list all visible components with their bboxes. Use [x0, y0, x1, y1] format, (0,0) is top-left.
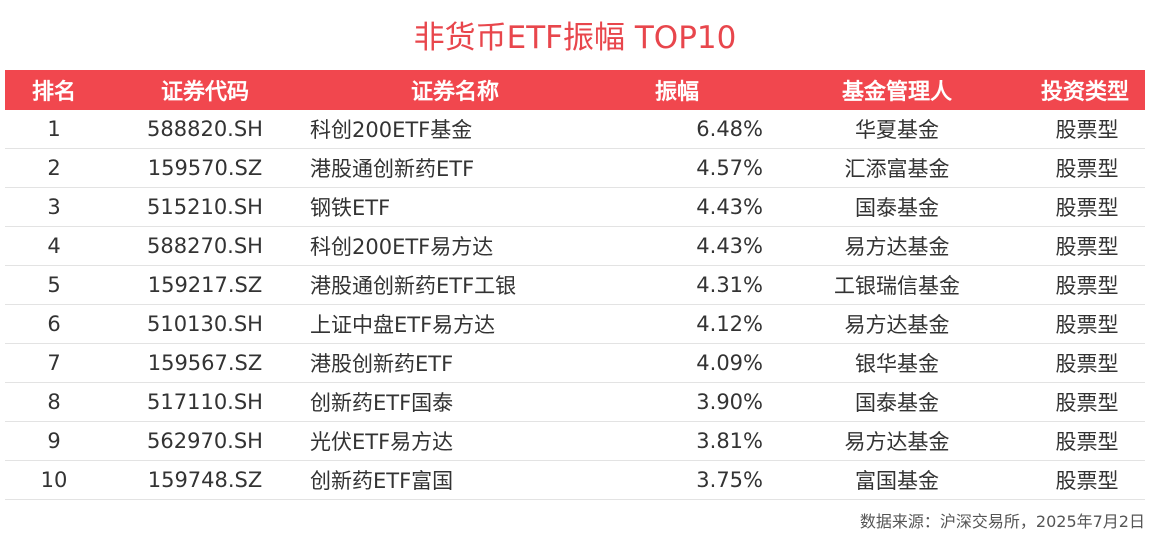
amplitude-cell: 4.09% [696, 351, 763, 375]
fund-name-cell: 创新药ETF国泰 [310, 391, 454, 415]
amplitude-cell: 6.48% [696, 117, 763, 141]
table: 排名 证券代码 证券名称 振幅 基金管理人 投资类型 1 588820.SH 科创200ETF基… [5, 70, 1145, 500]
code-cell: 510130.SH [147, 312, 263, 336]
manager-cell: 工银瑞信基金 [834, 274, 960, 298]
source-note: 数据来源：沪深交易所，2025年7月2日 [859, 512, 1145, 531]
rank-cell: 7 [47, 351, 61, 375]
type-cell: 股票型 [1055, 313, 1119, 337]
type-cell: 股票型 [1055, 352, 1119, 376]
code-cell: 562970.SH [147, 429, 263, 453]
fund-name-cell: 港股通创新药ETF工银 [310, 274, 517, 298]
table-row: 2 159570.SZ 港股通创新药ETF 4.57% 汇添富基金 股票型 [5, 149, 1145, 188]
amplitude-cell: 4.57% [696, 156, 763, 180]
amplitude-cell: 4.43% [696, 195, 763, 219]
code-cell: 159570.SZ [147, 156, 263, 180]
manager-cell: 华夏基金 [855, 118, 939, 142]
type-cell: 股票型 [1055, 235, 1119, 259]
header-cell: 振幅 [655, 80, 700, 105]
rank-cell: 1 [47, 117, 61, 141]
rank-cell: 4 [47, 234, 61, 258]
code-cell: 588270.SH [147, 234, 263, 258]
amplitude-cell: 3.81% [696, 429, 763, 453]
fund-name-cell: 钢铁ETF [310, 196, 391, 220]
table-row: 4 588270.SH 科创200ETF易方达 4.43% 易方达基金 股票型 [5, 227, 1145, 266]
code-cell: 515210.SH [147, 195, 263, 219]
rank-cell: 10 [40, 468, 68, 492]
fund-name-cell: 科创200ETF易方达 [310, 235, 494, 259]
code-cell: 517110.SH [147, 390, 263, 414]
code-cell: 159567.SZ [147, 351, 263, 375]
fund-name-cell: 上证中盘ETF易方达 [310, 313, 496, 337]
header-row: 排名 证券代码 证券名称 振幅 基金管理人 投资类型 [5, 70, 1145, 110]
type-cell: 股票型 [1055, 430, 1119, 454]
table-row: 6 510130.SH 上证中盘ETF易方达 4.12% 易方达基金 股票型 [5, 305, 1145, 344]
table-row: 5 159217.SZ 港股通创新药ETF工银 4.31% 工银瑞信基金 股票型 [5, 266, 1145, 305]
header-cell: 证券代码 [160, 80, 249, 105]
amplitude-cell: 4.31% [696, 273, 763, 297]
table-row: 9 562970.SH 光伏ETF易方达 3.81% 易方达基金 股票型 [5, 422, 1145, 461]
header-cell: 排名 [31, 80, 76, 105]
table-row: 7 159567.SZ 港股创新药ETF 4.09% 银华基金 股票型 [5, 344, 1145, 383]
fund-name-cell: 港股创新药ETF [310, 352, 454, 376]
rank-cell: 2 [47, 156, 61, 180]
manager-cell: 汇添富基金 [844, 157, 950, 181]
manager-cell: 银华基金 [855, 352, 939, 376]
header-cell: 投资类型 [1040, 80, 1129, 105]
type-cell: 股票型 [1055, 157, 1119, 181]
amplitude-cell: 3.75% [696, 468, 763, 492]
fund-name-cell: 光伏ETF易方达 [310, 430, 454, 454]
rank-cell: 3 [47, 195, 61, 219]
table-row: 1 588820.SH 科创200ETF基金 6.48% 华夏基金 股票型 [5, 110, 1145, 149]
manager-cell: 易方达基金 [844, 313, 950, 337]
table-row: 3 515210.SH 钢铁ETF 4.43% 国泰基金 股票型 [5, 188, 1145, 227]
manager-cell: 易方达基金 [844, 430, 950, 454]
manager-cell: 国泰基金 [855, 391, 939, 415]
title: 非货币ETF振幅 TOP10 [413, 20, 737, 56]
fund-name-cell: 港股通创新药ETF [310, 157, 475, 181]
table-row: 10 159748.SZ 创新药ETF富国 3.75% 富国基金 股票型 [5, 461, 1145, 500]
table-row: 8 517110.SH 创新药ETF国泰 3.90% 国泰基金 股票型 [5, 383, 1145, 422]
manager-cell: 易方达基金 [844, 235, 950, 259]
code-cell: 159748.SZ [147, 468, 263, 492]
manager-cell: 国泰基金 [855, 196, 939, 220]
header-cell: 证券名称 [410, 80, 499, 105]
header-cell: 基金管理人 [841, 80, 952, 105]
type-cell: 股票型 [1055, 118, 1119, 142]
fund-name-cell: 科创200ETF基金 [310, 118, 473, 142]
amplitude-cell: 4.43% [696, 234, 763, 258]
rank-cell: 6 [47, 312, 61, 336]
code-cell: 159217.SZ [147, 273, 263, 297]
type-cell: 股票型 [1055, 391, 1119, 415]
rank-cell: 8 [47, 390, 61, 414]
amplitude-cell: 4.12% [696, 312, 763, 336]
fund-name-cell: 创新药ETF富国 [310, 469, 454, 493]
type-cell: 股票型 [1055, 469, 1119, 493]
rank-cell: 5 [47, 273, 61, 297]
rank-cell: 9 [47, 429, 61, 453]
amplitude-cell: 3.90% [696, 390, 763, 414]
manager-cell: 富国基金 [855, 469, 939, 493]
code-cell: 588820.SH [147, 117, 263, 141]
type-cell: 股票型 [1055, 274, 1119, 298]
type-cell: 股票型 [1055, 196, 1119, 220]
